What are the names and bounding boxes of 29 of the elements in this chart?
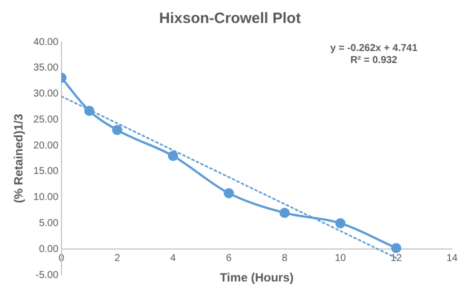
x-axis-title: Time (Hours) (220, 270, 294, 284)
y-tick-label: 5.00 (38, 218, 59, 229)
y-tick-label: 0.00 (38, 244, 59, 255)
y-tick-label: 20.00 (33, 140, 59, 152)
y-tick-label: 35.00 (33, 62, 59, 74)
y-tick-label: 10.00 (33, 192, 59, 204)
y-axis-title: (% Retained)1/3 (12, 114, 26, 204)
y-tick-label: 30.00 (33, 88, 59, 100)
x-tick-label: 6 (226, 252, 232, 264)
x-tick-label: 8 (282, 252, 288, 264)
point (391, 242, 402, 254)
point (112, 124, 122, 136)
point (84, 106, 94, 116)
chart-title: Hixson-Crowell Plot (159, 10, 301, 28)
x-tick-label: 12 (390, 252, 402, 264)
x-tick-label: 4 (170, 252, 176, 264)
point (280, 208, 290, 218)
annotation: R² = 0.932 (350, 54, 398, 66)
y-tick-label: -5.00 (36, 270, 59, 281)
point (168, 150, 178, 162)
point (335, 218, 346, 228)
point (224, 188, 234, 198)
y-tick-label: 15.00 (33, 166, 59, 178)
x-tick-label: 14 (446, 252, 458, 264)
y-tick-label: 40.00 (33, 36, 59, 48)
annotation: y = -0.262x + 4.741 (330, 42, 418, 54)
x-tick-label: 10 (334, 252, 346, 264)
x-tick-label: 2 (114, 252, 120, 264)
y-tick-label: 25.00 (33, 114, 59, 126)
